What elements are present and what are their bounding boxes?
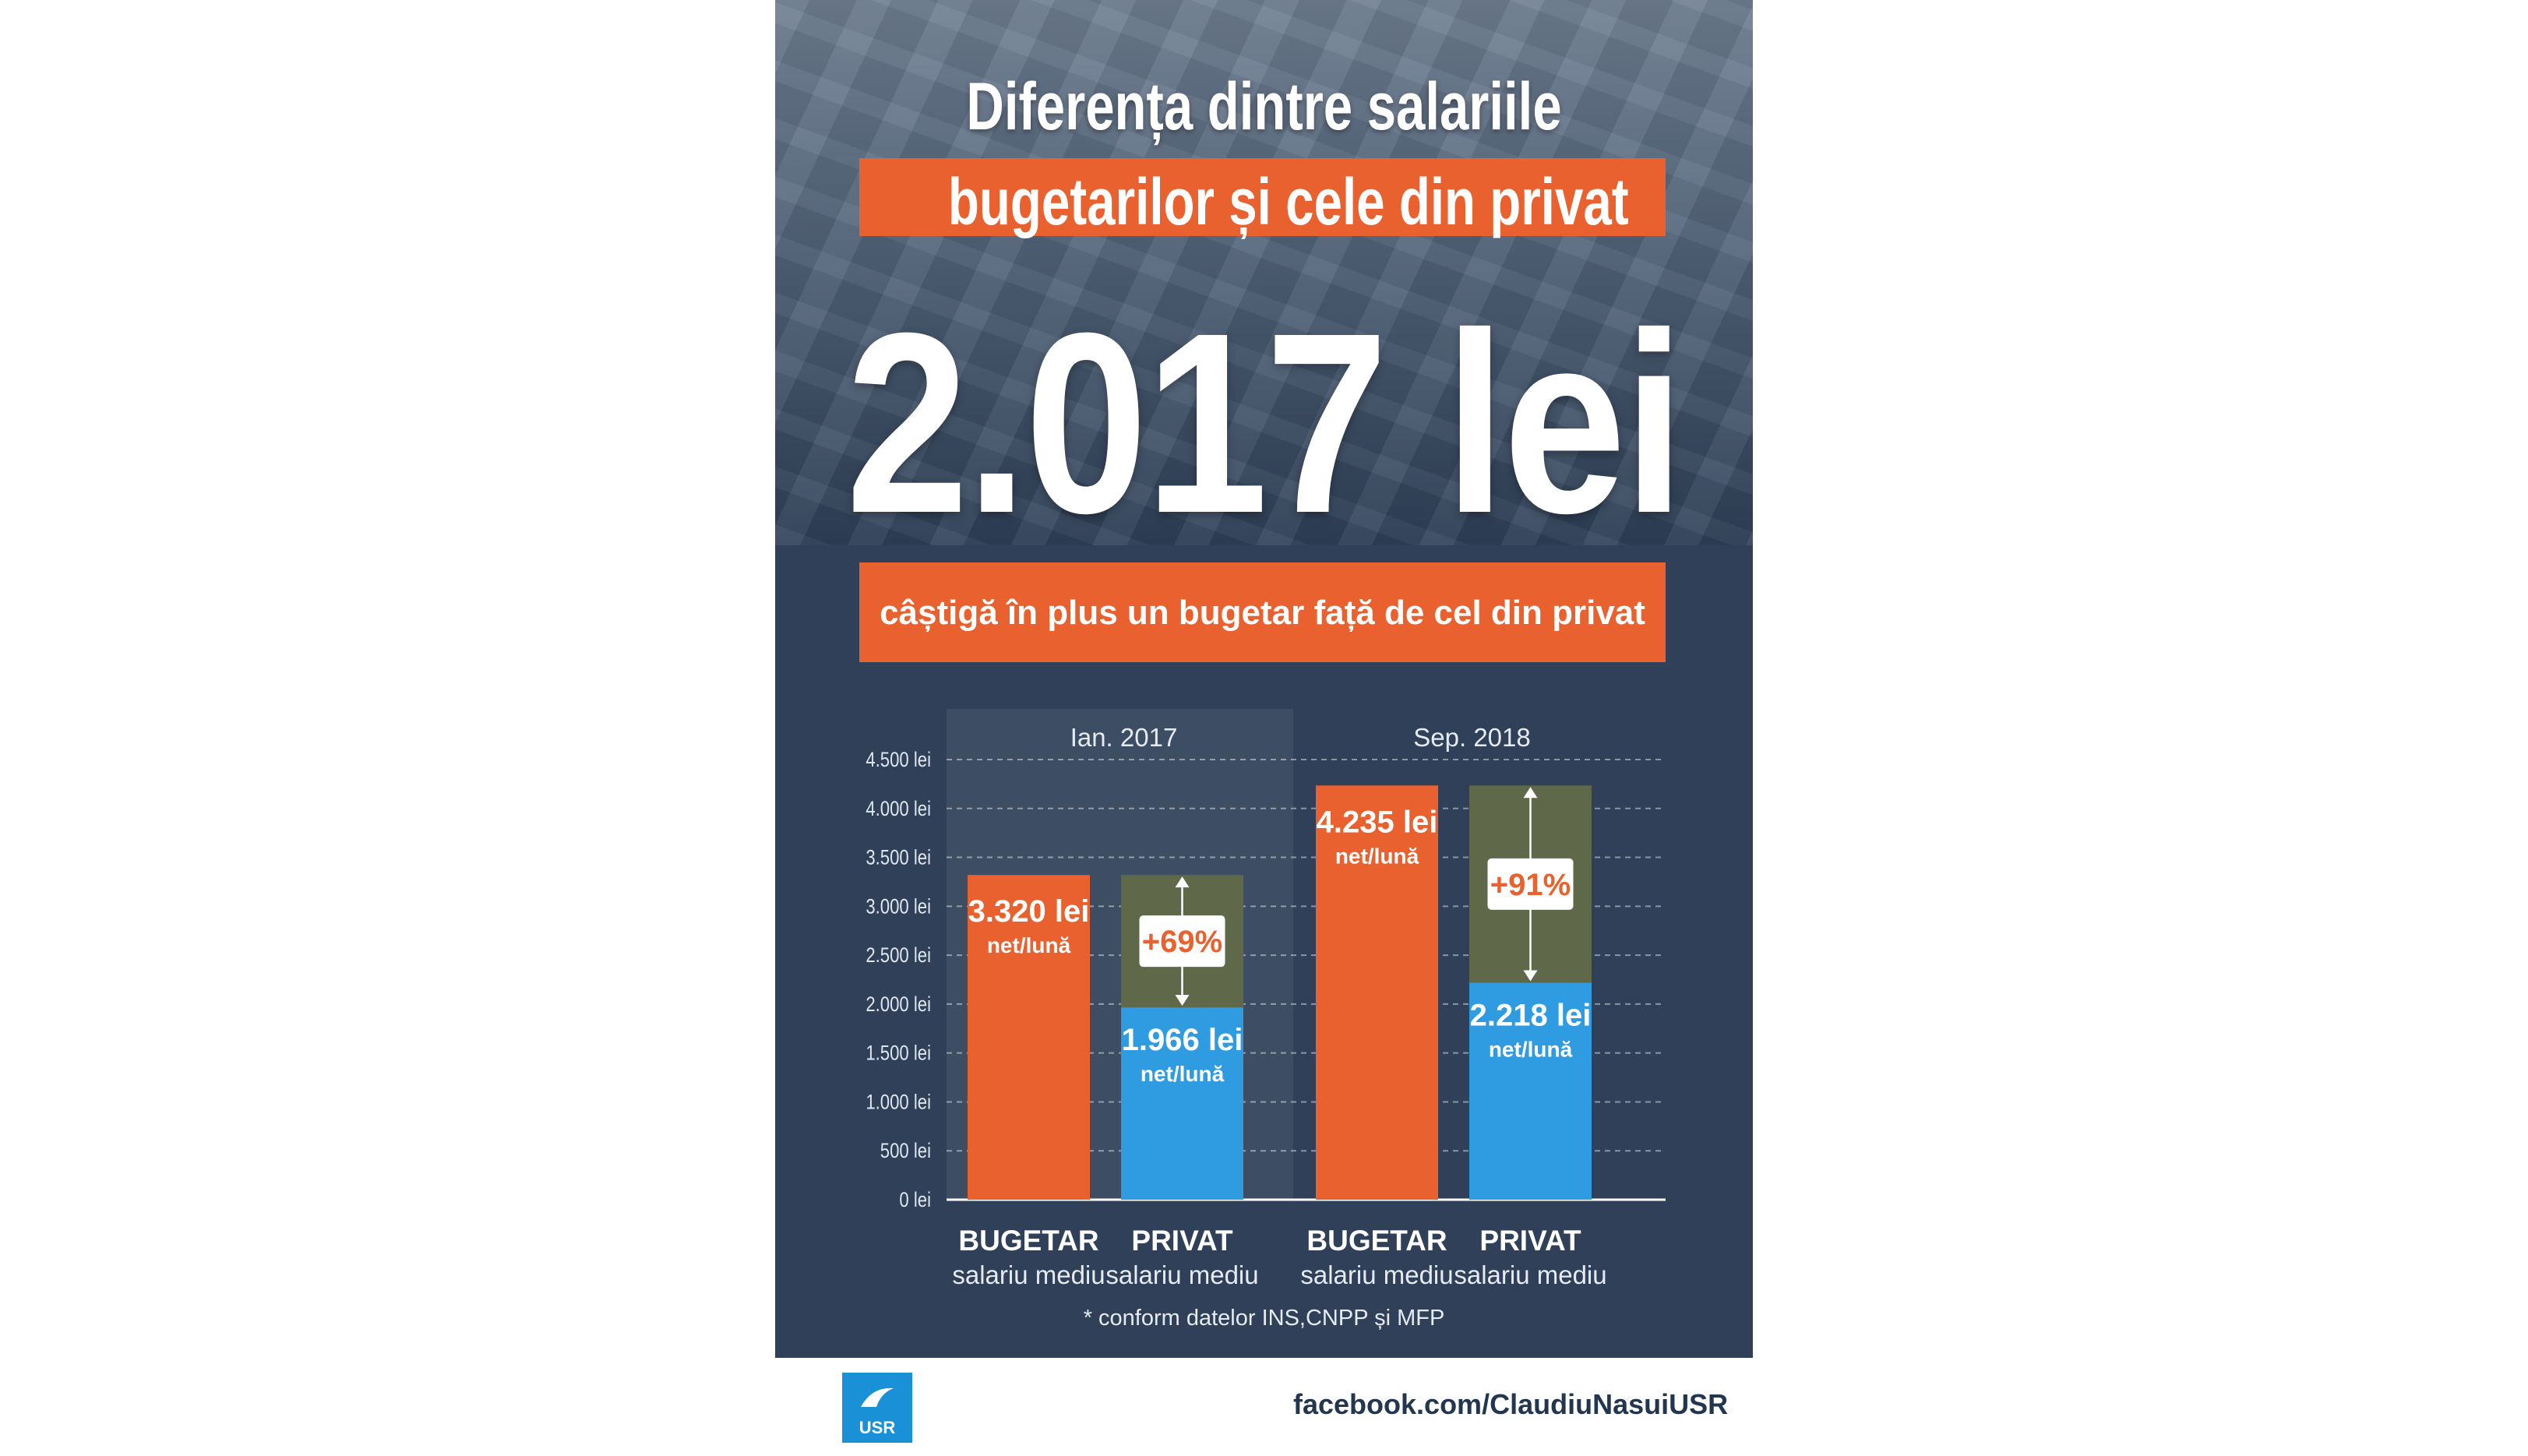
- y-tick-label: 0 lei: [899, 1189, 931, 1212]
- gap-percent-label: +91%: [1490, 868, 1571, 902]
- y-tick-label: 2.500 lei: [866, 944, 931, 968]
- banknotes-background: [775, 0, 1753, 545]
- usr-logo-mark-icon: [861, 1387, 894, 1407]
- category-sublabel: salariu mediu: [1300, 1260, 1453, 1289]
- y-tick-label: 500 lei: [880, 1140, 931, 1163]
- bar-unit-label: net/lună: [1489, 1038, 1573, 1062]
- bar-unit-label: net/lună: [1335, 844, 1419, 868]
- category-label: PRIVAT: [1131, 1225, 1233, 1257]
- category-label: BUGETAR: [958, 1225, 1098, 1257]
- arrow-down-icon: [1523, 970, 1538, 982]
- headline-caption-box: câștigă în plus un bugetar față de cel d…: [859, 562, 1666, 662]
- y-tick-label: 1.000 lei: [866, 1091, 931, 1114]
- y-tick-label: 4.500 lei: [866, 749, 931, 772]
- title-line-2: bugetarilor și cele din privat: [947, 165, 1629, 238]
- privat-bar: [1469, 982, 1592, 1200]
- y-tick-label: 3.500 lei: [866, 847, 931, 870]
- headline-value: 2.017 lei: [845, 279, 1685, 566]
- arrow-up-icon: [1175, 876, 1190, 888]
- gap-percent-badge: [1487, 858, 1574, 910]
- bugetar-bar: [1316, 785, 1438, 1200]
- category-sublabel: salariu mediu: [1105, 1260, 1258, 1289]
- bugetar-bar: [968, 875, 1090, 1200]
- bar-value-label: 4.235 lei: [1317, 805, 1438, 839]
- category-label: BUGETAR: [1306, 1225, 1447, 1257]
- bar-unit-label: net/lună: [987, 933, 1071, 957]
- category-label: PRIVAT: [1479, 1225, 1581, 1257]
- arrow-up-icon: [1523, 787, 1538, 799]
- title-line-1: Diferența dintre salariile: [966, 69, 1562, 144]
- y-tick-label: 4.000 lei: [866, 798, 931, 821]
- gap-percent-badge: [1139, 915, 1225, 968]
- gap-percent-label: +69%: [1142, 925, 1222, 959]
- usr-logo[interactable]: USR: [842, 1373, 912, 1443]
- period-label: Ian. 2017: [1070, 723, 1178, 752]
- period-label: Sep. 2018: [1413, 723, 1530, 752]
- y-tick-label: 1.500 lei: [866, 1042, 931, 1066]
- category-sublabel: salariu mediu: [952, 1260, 1105, 1289]
- bar-value-label: 3.320 lei: [968, 894, 1090, 929]
- bar-value-label: 1.966 lei: [1122, 1023, 1243, 1057]
- y-tick-label: 3.000 lei: [866, 895, 931, 918]
- headline-caption: câștigă în plus un bugetar față de cel d…: [880, 594, 1645, 632]
- arrow-down-icon: [1175, 995, 1190, 1007]
- title-highlight-box: bugetarilor și cele din privat: [859, 158, 1666, 238]
- bar-value-label: 2.218 lei: [1470, 999, 1592, 1033]
- usr-logo-text: USR: [859, 1418, 896, 1437]
- salary-bar-chart: 0 lei 500 lei 1.000 lei 1.500 lei 2.000 lei 2…: [866, 709, 1666, 1289]
- category-sublabel: salariu mediu: [1454, 1260, 1606, 1289]
- y-tick-label: 2.000 lei: [866, 993, 931, 1017]
- bar-unit-label: net/lună: [1141, 1062, 1225, 1086]
- facebook-link[interactable]: facebook.com/ClaudiuNasuiUSR: [1293, 1388, 1729, 1420]
- privat-bar: [1121, 1007, 1243, 1200]
- infographic-poster: Diferența dintre salariile bugetarilor ș…: [775, 0, 1753, 1358]
- footnote: * conform datelor INS,CNPP și MFP: [1083, 1306, 1445, 1331]
